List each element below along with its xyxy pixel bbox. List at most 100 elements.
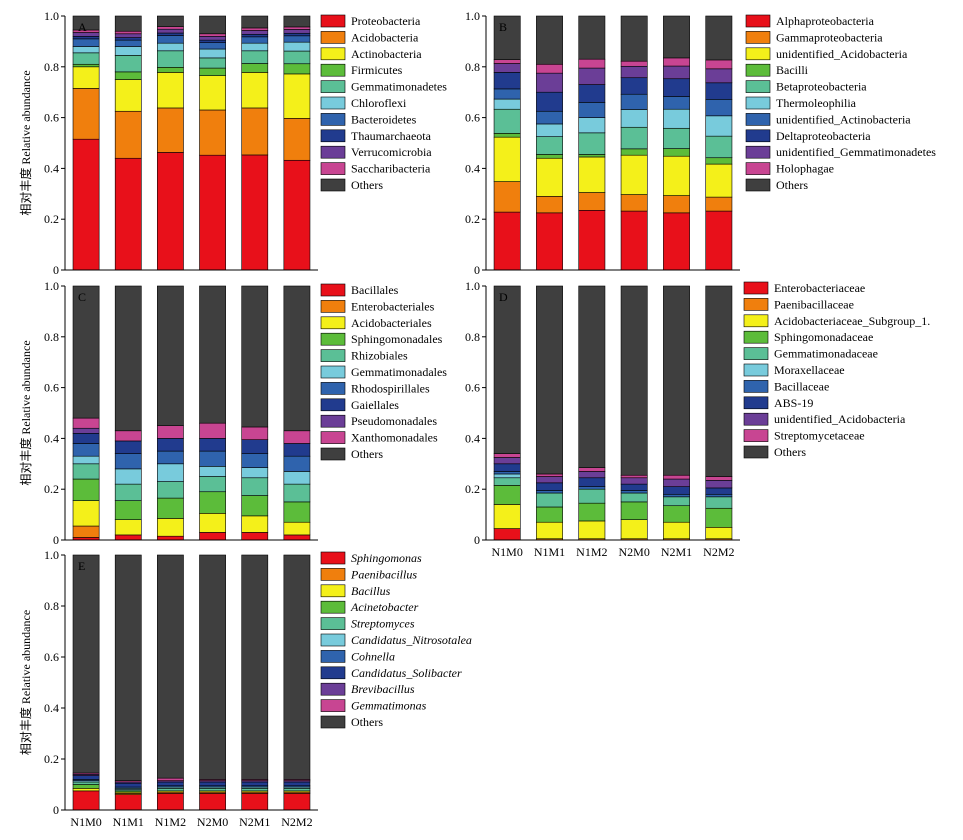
bar-segment-b-n1m2-8 [578,84,606,103]
bar-segment-c-n2m0-10 [199,422,226,439]
bar-segment-d-n1m1-4 [536,506,563,523]
bar-segment-c-n1m2-10 [157,425,184,439]
x-tick-label-d-6: N2M2 [703,545,734,559]
panel-a: 0 0.2 0.4 0.6 0.8 1.0 A 相对丰度 Relative abundance… [18,9,447,277]
legend-label-e-9: Brevibacillus [351,682,415,696]
bar-segment-b-n1m2-6 [578,117,606,134]
legend-label-b-4: Bacilli [776,63,809,77]
bar-segment-c-n2m2-11 [283,285,311,432]
x-tick-label-d-1: N1M0 [491,545,522,559]
bar-segment-b-n1m1-10 [536,63,563,74]
bar-segment-a-n1m2-11 [157,15,184,27]
bar-segment-a-n2m2-7 [283,35,311,43]
bar-segment-b-n1m2-9 [578,67,606,85]
bar-segment-a-n1m0-8 [72,36,100,40]
panel-letter-b: B [499,20,507,34]
bar-segment-c-n2m2-10 [283,430,311,444]
bar-segment-a-n1m2-4 [157,67,184,73]
bar-segment-c-n2m2-4 [283,501,311,523]
y-tick-label-a-2: 0.4 [44,161,59,175]
bar-segment-d-n2m1-9 [663,478,690,487]
bar-segment-e-n2m0-11 [199,554,226,780]
bar-segment-b-n2m0-7 [620,93,648,110]
x-tick-label-e-3: N1M2 [155,815,186,829]
bar-segment-d-n2m0-9 [620,477,648,485]
bar-segment-d-n2m0-5 [620,492,648,503]
y-tick-label-b-5: 1.0 [465,9,480,23]
bar-segment-b-n2m0-10 [620,60,648,67]
bar-segment-d-n2m1-5 [663,496,690,507]
bar-segment-e-n1m2-1 [157,793,184,811]
y-tick-label-d-2: 0.4 [465,431,480,445]
legend-label-a-10: Saccharibacteria [351,162,431,176]
y-tick-label-e-3: 0.6 [44,650,59,664]
bar-segment-c-n2m1-1 [241,532,269,541]
bar-segment-b-n1m0-4 [493,133,521,138]
y-tick-label-b-1: 0.2 [465,212,480,226]
panel-letter-a: A [78,20,87,34]
y-tick-label-e-4: 0.8 [44,599,59,613]
legend-swatch-e-6 [320,633,346,647]
legend-swatch-b-7 [745,113,771,126]
bar-segment-e-n2m0-1 [199,793,226,811]
legend-swatch-c-1 [320,283,346,297]
bar-segment-d-n2m2-11 [705,285,733,477]
legend-swatch-c-7 [320,382,346,395]
legend-swatch-e-10 [320,699,346,712]
legend-swatch-d-6 [743,363,769,377]
bar-segment-a-n2m2-1 [283,159,311,271]
legend-swatch-d-4 [743,330,769,344]
bar-segment-e-n1m0-11 [72,554,100,774]
legend-swatch-d-9 [743,412,769,426]
bar-segment-a-n1m1-2 [114,110,142,159]
bar-segment-b-n1m0-8 [493,72,521,90]
bar-segment-b-n1m2-10 [578,58,606,69]
legend-label-c-10: Xanthomonadales [351,431,438,445]
bar-segment-c-n2m0-5 [199,476,226,493]
bar-segment-b-n1m2-11 [578,15,606,60]
bar-segment-b-n1m0-10 [493,59,521,64]
legend-label-e-1: Sphingomonas [351,551,422,565]
bar-segment-e-n2m1-1 [241,793,269,811]
bar-segment-d-n1m0-1 [493,528,521,541]
bar-segment-d-n1m0-3 [493,504,521,529]
legend-a: Proteobacteria Acidobacteria Actinobacteri… [320,14,447,192]
legend-swatch-b-9 [745,145,771,159]
bar-segment-c-n2m0-6 [199,466,226,477]
bar-segment-a-n1m0-11 [72,15,100,31]
bar-segment-a-n2m2-9 [283,29,311,34]
y-tick-label-d-3: 0.6 [465,381,480,395]
legend-label-b-6: Thermoleophilia [776,96,857,110]
legend-label-d-10: Streptomycetaceae [774,429,865,443]
legend-label-b-7: unidentified_Actinobacteria [776,112,911,126]
legend-swatch-b-4 [745,63,771,77]
bar-segment-b-n1m1-9 [536,72,563,93]
legend-label-a-2: Acidobacteria [351,30,419,44]
legend-swatch-c-4 [320,332,346,346]
bar-segment-a-n2m2-8 [283,32,311,37]
panel-letter-d: D [499,290,508,304]
bar-segment-b-n2m2-2 [705,196,733,212]
bar-segment-c-n1m1-8 [114,440,142,454]
bar-segment-b-n2m0-3 [620,154,648,195]
bar-segment-c-n2m1-7 [241,453,269,468]
bar-segment-b-n1m0-9 [493,63,521,73]
bar-segment-a-n2m0-2 [199,109,226,156]
bar-segment-b-n1m1-4 [536,154,563,159]
y-tick-label-e-0: 0 [53,803,59,817]
bar-segment-a-n1m2-10 [157,26,184,30]
bar-segment-a-n2m0-5 [199,57,226,69]
legend-label-d-5: Gemmatimonadaceae [774,347,878,361]
bar-segment-e-n2m2-5 [283,788,311,792]
legend-swatch-d-3 [743,314,769,328]
legend-swatch-b-6 [745,96,771,110]
bar-segment-d-n1m2-7 [578,486,606,490]
bar-segment-a-n2m2-6 [283,41,311,52]
bar-segment-b-n2m0-2 [620,194,648,212]
bar-segment-d-n2m1-8 [663,486,690,495]
bar-segment-a-n2m1-10 [241,27,269,31]
bar-segment-c-n2m0-7 [199,450,226,467]
bar-segment-a-n1m0-2 [72,88,100,140]
legend-label-a-6: Chloroflexi [351,96,407,110]
